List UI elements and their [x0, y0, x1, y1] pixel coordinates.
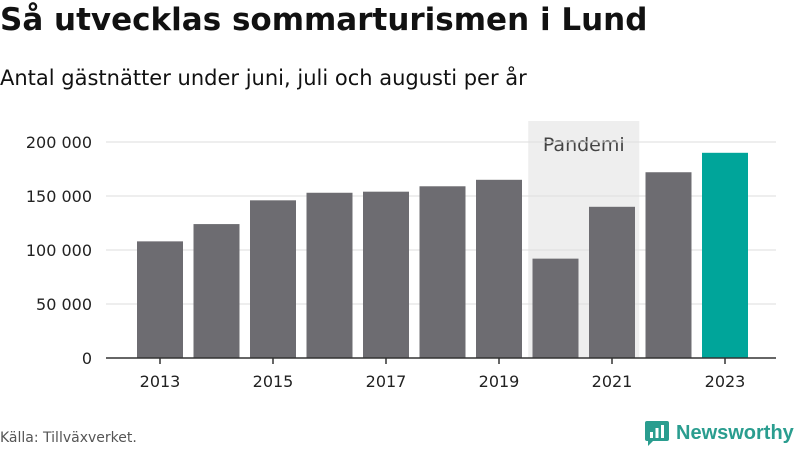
x-tick-label: 2021: [592, 372, 633, 391]
x-tick-label: 2017: [366, 372, 407, 391]
bar-2016: [306, 192, 353, 358]
axes: 0 50 000 100 000 150 000 200 000 2013 2015 2017…: [26, 133, 776, 391]
bar-2015: [250, 200, 296, 358]
bar-2014: [193, 224, 240, 358]
bar-2022: [645, 172, 692, 358]
bar-2021: [589, 206, 635, 358]
bar-2017: [363, 191, 409, 358]
bar-chart: Pandemi 0 50 000 100 000 150 000 200 000 2013…: [26, 121, 776, 391]
newsworthy-logo-icon: [645, 421, 669, 446]
chart-title: Så utvecklas sommarturismen i Lund: [0, 2, 648, 38]
bar-2019: [476, 179, 522, 358]
brand-logo: Newsworthy: [644, 419, 794, 447]
y-tick-label: 100 000: [26, 241, 92, 260]
x-tick-label: 2013: [140, 372, 181, 391]
source-note: Källa: Tillväxverket.: [0, 430, 137, 446]
pandemic-band-label: Pandemi: [543, 134, 625, 156]
bar-2020: [532, 258, 579, 358]
x-tick-label: 2023: [705, 372, 746, 391]
y-tick-label: 200 000: [26, 133, 92, 152]
bar-2018: [419, 186, 466, 358]
bars: [137, 152, 748, 358]
bar-2013: [137, 241, 183, 358]
y-tick-label: 150 000: [26, 187, 92, 206]
chart-subtitle: Antal gästnätter under juni, juli och au…: [0, 66, 527, 90]
x-tick-label: 2019: [479, 372, 520, 391]
y-tick-label: 0: [82, 349, 92, 368]
y-tick-label: 50 000: [36, 295, 92, 314]
bar-2023: [702, 152, 748, 358]
x-tick-label: 2015: [253, 372, 294, 391]
brand-name: Newsworthy: [676, 421, 794, 444]
